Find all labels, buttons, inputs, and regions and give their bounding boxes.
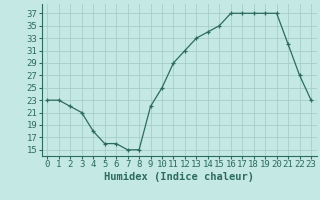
X-axis label: Humidex (Indice chaleur): Humidex (Indice chaleur) <box>104 172 254 182</box>
